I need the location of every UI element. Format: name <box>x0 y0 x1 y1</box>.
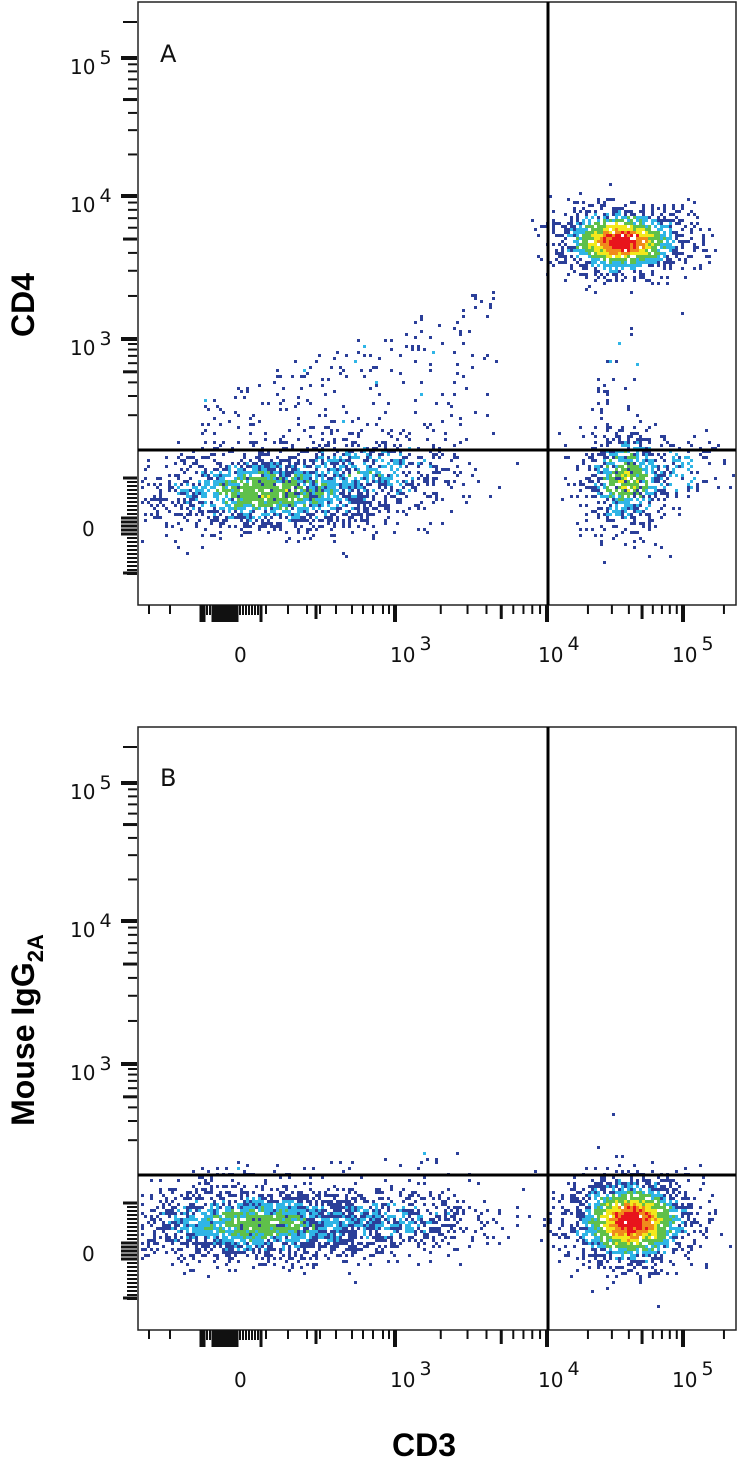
panel-b-y-ticks <box>121 746 137 1300</box>
svg-text:105: 10 5 <box>70 47 112 79</box>
x-axis-label: CD3 <box>392 1427 456 1463</box>
panel-b-events <box>141 1113 732 1308</box>
panel-b-y-axis-label: Mouse IgG2A <box>5 934 48 1126</box>
panel-a-x-ticks <box>148 605 725 622</box>
svg-text:104: 10 4 <box>538 633 580 667</box>
panel-b-x-tick-labels: 0 10 3 10 4 10 5 <box>234 1358 714 1392</box>
panel-a-y-tick-labels: 10 5 10 4 10 3 0 <box>70 47 112 541</box>
panel-a-y-ticks <box>121 21 137 575</box>
svg-text:105: 10 5 <box>672 633 714 667</box>
panel-a-events <box>141 183 735 564</box>
svg-text:104: 10 4 <box>70 185 112 217</box>
panel-b-plot: B 10 5 10 4 10 3 0 0 10 3 10 4 10 5 Mouse IgG2… <box>5 726 737 1392</box>
svg-text:103: 10 3 <box>390 633 432 667</box>
panel-a-x-tick-labels: 0 10 3 10 4 10 5 <box>234 633 714 667</box>
panel-b-x-ticks <box>148 1330 725 1347</box>
panel-a-plot: A 10 5 10 4 10 3 0 0 10 3 10 4 10 5 CD4 <box>5 1 737 667</box>
panel-a-label: A <box>160 40 177 68</box>
svg-text:103: 10 3 <box>70 328 112 360</box>
panel-b-y-tick-labels: 10 5 10 4 10 3 0 <box>70 772 112 1266</box>
panel-b-label: B <box>160 764 176 792</box>
svg-text:0: 0 <box>234 643 247 667</box>
svg-text:0: 0 <box>82 517 95 541</box>
panel-a-y-axis-label: CD4 <box>5 273 41 337</box>
